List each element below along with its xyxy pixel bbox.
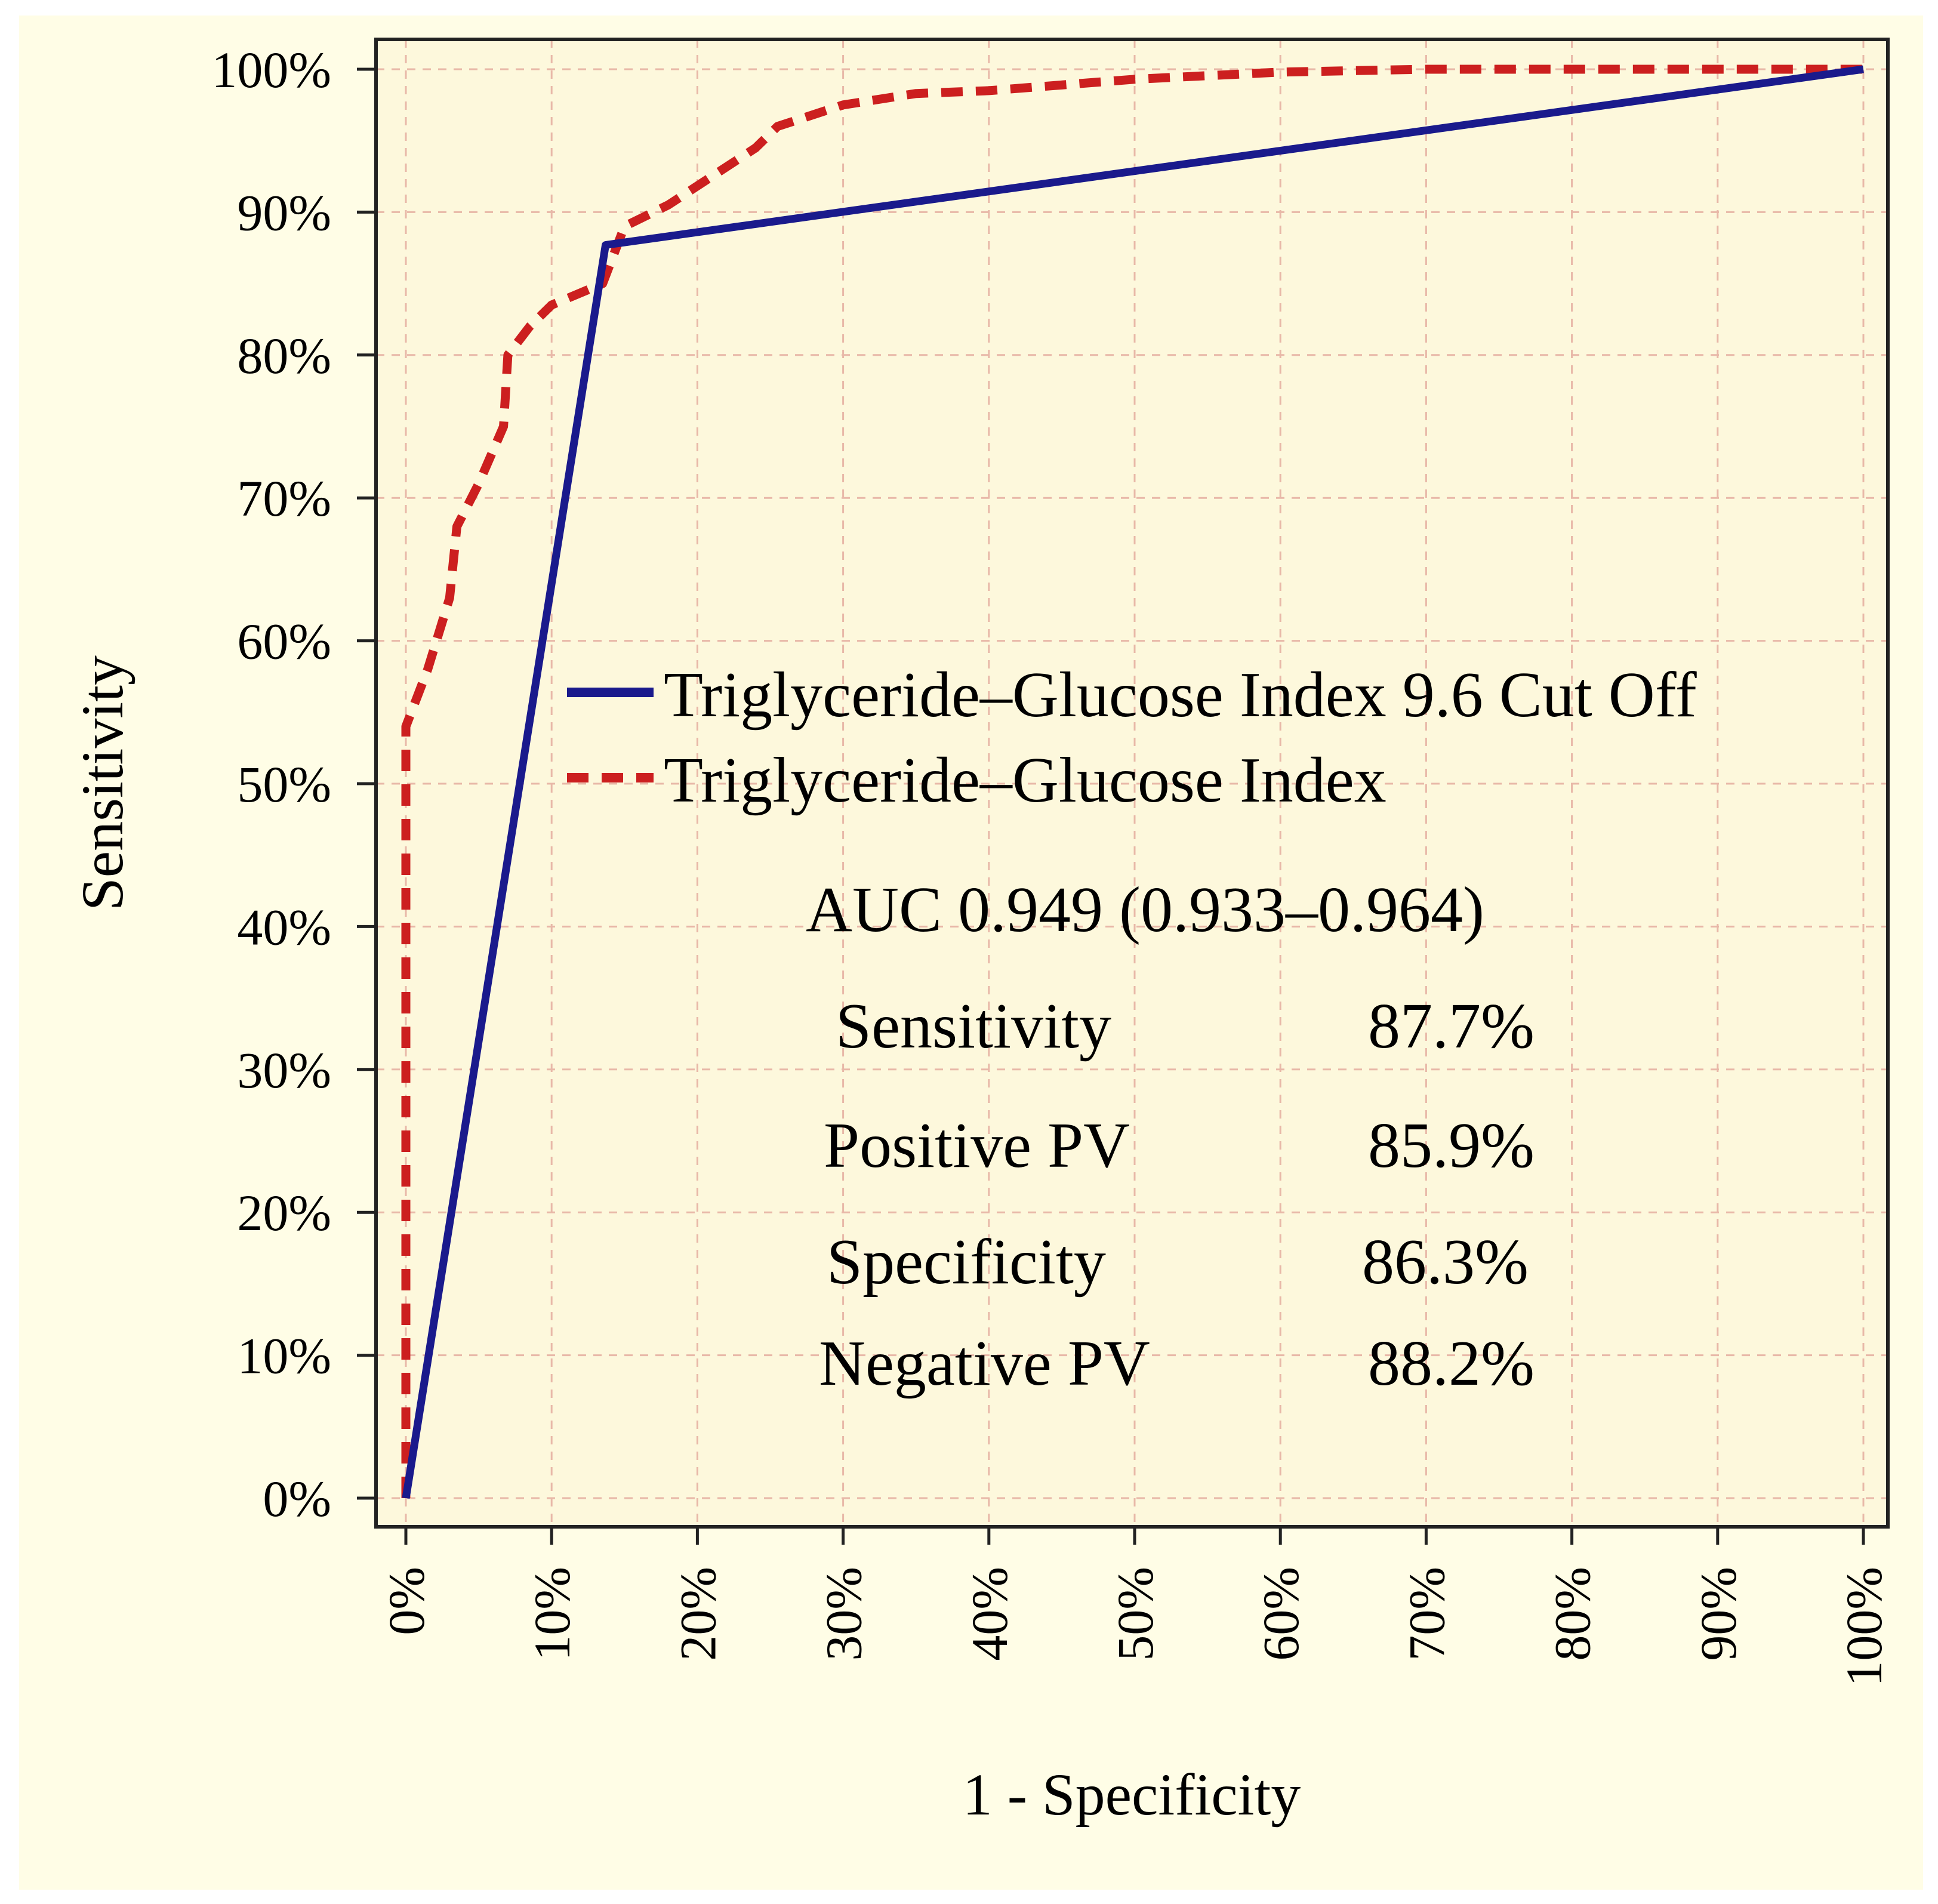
stat-label-specificity: Specificity (827, 1227, 1106, 1298)
x-tick-label: 80% (1544, 1567, 1601, 1661)
stat-label-positive-pv: Positive PV (824, 1110, 1130, 1181)
x-tick-label: 0% (378, 1567, 435, 1635)
y-tick-label: 30% (237, 1042, 331, 1099)
y-tick-label: 10% (237, 1327, 331, 1385)
series-layer (401, 64, 1864, 1499)
x-tick-label: 70% (1398, 1567, 1455, 1661)
y-axis-title: Sensitivity (69, 655, 135, 911)
x-tick-label: 30% (815, 1567, 873, 1661)
series-line-1 (401, 64, 1863, 1498)
y-tick-label: 100% (211, 41, 331, 98)
x-axis: 0% 10% 20% 30% 40% 50% 60% 70% 80% 90% 100% (378, 1527, 1893, 1687)
x-tick-label: 60% (1252, 1567, 1310, 1661)
y-tick-label: 90% (237, 184, 331, 241)
stats-annotation: AUC 0.949 (0.933–0.964) Sensitivity 87.7… (806, 874, 1535, 1399)
x-axis-title: 1 - Specificity (963, 1761, 1301, 1828)
y-tick-label: 70% (237, 470, 331, 527)
y-tick-label: 0% (263, 1470, 331, 1527)
y-axis: 0% 10% 20% 30% 40% 50% 60% 70% 80% 90% 100% (211, 41, 376, 1527)
x-tick-label: 10% (523, 1567, 581, 1661)
stat-value-negative-pv: 88.2% (1368, 1328, 1535, 1399)
y-tick-label: 60% (237, 613, 331, 670)
stat-label-negative-pv: Negative PV (819, 1328, 1150, 1399)
x-tick-label: 50% (1107, 1567, 1164, 1661)
y-tick-label: 40% (237, 898, 331, 956)
x-tick-label: 20% (669, 1567, 726, 1661)
x-tick-label: 40% (961, 1567, 1018, 1661)
stat-value-specificity: 86.3% (1362, 1227, 1529, 1298)
stat-value-sensitivity: 87.7% (1368, 991, 1535, 1062)
legend-label-cutoff: Triglyceride–Glucose Index 9.6 Cut Off (664, 660, 1697, 731)
y-tick-label: 80% (237, 327, 331, 384)
legend-label-index: Triglyceride–Glucose Index (664, 745, 1387, 816)
stat-value-positive-pv: 85.9% (1368, 1110, 1535, 1181)
y-tick-label: 50% (237, 756, 331, 813)
x-tick-label: 100% (1835, 1567, 1893, 1687)
x-tick-label: 90% (1690, 1567, 1747, 1661)
y-tick-label: 20% (237, 1184, 331, 1241)
auc-label: AUC 0.949 (0.933–0.964) (806, 874, 1484, 945)
stat-label-sensitivity: Sensitivity (836, 991, 1111, 1062)
series-line-0 (402, 65, 1864, 1499)
legend: Triglyceride–Glucose Index 9.6 Cut Off T… (567, 660, 1697, 816)
